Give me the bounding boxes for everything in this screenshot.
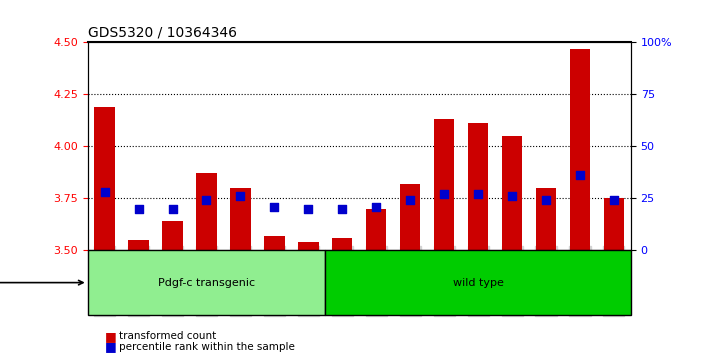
Point [235,193,246,199]
Point [303,206,314,211]
Bar [264,236,285,250]
Bar [332,238,353,250]
Point [201,198,212,203]
Text: GDS5320 / 10364346: GDS5320 / 10364346 [88,26,237,40]
FancyBboxPatch shape [325,250,631,315]
Point [439,191,450,197]
Point [133,206,144,211]
Point [336,206,348,211]
Bar [196,173,217,250]
Point [371,204,382,209]
Point [472,191,484,197]
Bar [468,124,489,250]
Text: genotype/variation: genotype/variation [0,278,83,287]
Point [99,189,110,195]
FancyBboxPatch shape [88,250,325,315]
Point [268,204,280,209]
Bar [366,209,386,250]
Bar [128,240,149,250]
Bar [230,188,251,250]
Text: percentile rank within the sample: percentile rank within the sample [119,342,295,352]
Text: ■: ■ [105,341,117,353]
Text: ■: ■ [105,330,117,343]
Bar [434,119,454,250]
Bar [400,184,421,250]
Point [608,198,620,203]
Text: Pdgf-c transgenic: Pdgf-c transgenic [158,278,255,287]
Point [540,198,552,203]
Bar [163,221,183,250]
Point [506,193,517,199]
Point [167,206,178,211]
Bar [502,136,522,250]
Bar [570,49,590,250]
Text: transformed count: transformed count [119,331,217,341]
Bar [298,242,318,250]
Point [404,198,416,203]
Point [574,172,585,178]
Text: wild type: wild type [453,278,503,287]
Bar [536,188,556,250]
Bar [95,107,115,250]
Bar [604,198,624,250]
